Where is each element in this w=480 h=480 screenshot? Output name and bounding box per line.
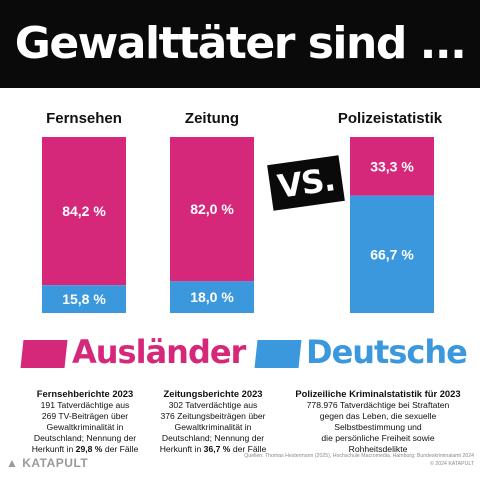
note-title: Polizeiliche Kriminalstatistik für 2023 [295,388,461,399]
note-title: Fernsehberichte 2023 [36,388,134,399]
katapult-logo: ▲ KATAPULT [6,456,88,470]
data-label-auslaender-1: 82,0 % [190,201,234,217]
note-title: Zeitungsberichte 2023 [163,388,263,399]
note-line: 376 Zeitungsbeiträgen über [160,411,266,421]
copyright-text: © 2024 KATAPULT [430,461,474,467]
note-line: Deutschland; Nennung der [161,433,265,443]
bar-segment-deutsche-0 [42,285,126,313]
title-bar [0,0,480,88]
note-line: 302 Tatverdächtige aus [168,400,258,410]
source-credits: Quellen: Thomas Hestermann (2025), Hochs… [174,452,474,468]
note-line: Rohheitsdelikte [348,444,408,454]
note-line: 778.976 Tatverdächtige bei Straftaten [306,400,450,410]
data-label-auslaender-2: 33,3 % [370,158,414,174]
bar-segment-deutsche-2 [350,195,434,313]
note-zeitungsberichte: Zeitungsberichte 2023 302 Tatverdächtige… [138,388,288,455]
note-line: 191 Tatverdächtige aus [40,400,130,410]
bar-segment-deutsche-1 [170,281,254,313]
category-label-polizeistatistik: Polizeistatistik [337,110,443,127]
note-percent: 36,7 % [203,444,231,454]
data-label-deutsche-2: 66,7 % [370,246,414,262]
data-label-auslaender-0: 84,2 % [62,203,106,219]
note-text: der Fälle [230,444,267,454]
note-percent: 29,8 % [75,444,103,454]
note-line: gegen das Leben, die sexuelle [319,411,437,421]
note-line: Herkunft in 36,7 % der Fälle [138,444,288,455]
note-text: Herkunft in [159,444,204,454]
note-line: 269 TV-Beiträgen über [41,411,129,421]
katapult-logo-text: KATAPULT [22,456,89,470]
note-polizeiliche-kriminalstatistik: Polizeiliche Kriminalstatistik für 2023 … [290,388,466,455]
note-line: Gewaltkriminalität in [46,422,124,432]
note-text: Herkunft in [31,444,76,454]
legend-swatch-auslaender [20,340,68,368]
source-text: Quellen: Thomas Hestermann (2025), Hochs… [244,453,474,459]
category-label-fernsehen: Fernsehen [46,110,122,127]
legend-label-deutsche: Deutsche [306,333,468,371]
bar-segment-auslaender-1 [170,137,254,282]
legend-label-auslaender: Ausländer [72,333,246,371]
data-label-deutsche-1: 18,0 % [190,289,234,305]
note-text: der Fälle [102,444,139,454]
bar-segment-auslaender-2 [350,137,434,196]
note-line: Selbstbestimmung und [334,422,422,432]
note-line: Gewaltkriminalität in [174,422,252,432]
note-fernsehberichte: Fernsehberichte 2023 191 Tatverdächtige … [10,388,160,455]
note-line: die persönliche Freiheit sowie [321,433,435,443]
legend-swatch-deutsche [254,340,302,368]
bar-segment-auslaender-0 [42,137,126,286]
page-title: Gewalttäter sind ... [14,18,467,69]
katapult-logo-icon: ▲ [6,456,19,470]
note-line: Deutschland; Nennung der [33,433,137,443]
data-label-deutsche-0: 15,8 % [62,291,106,307]
category-label-zeitung: Zeitung [184,110,240,127]
note-line: Herkunft in 29,8 % der Fälle [10,444,160,455]
